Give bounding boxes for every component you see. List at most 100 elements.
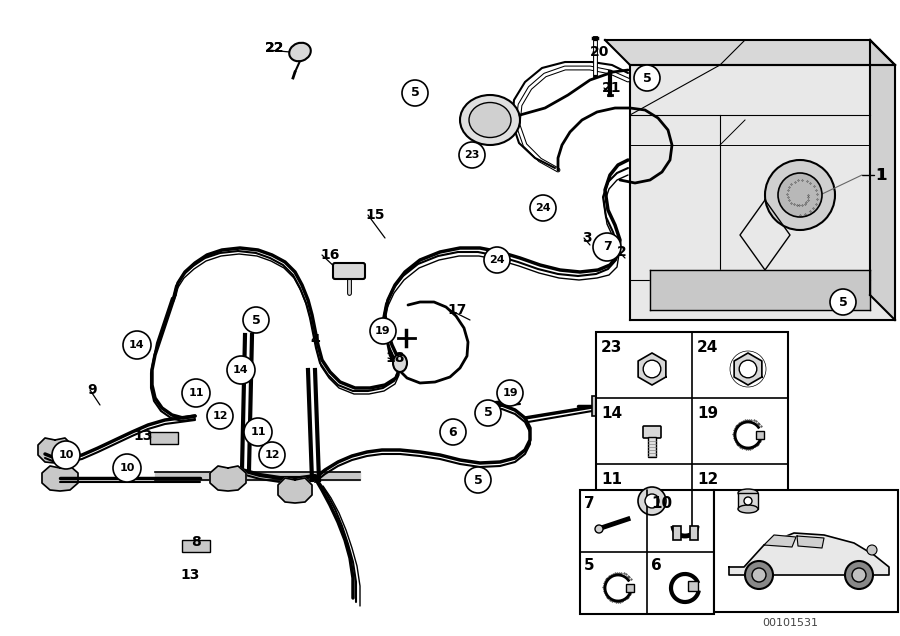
Bar [596, 332, 788, 530]
Circle shape [113, 454, 141, 482]
Text: 18: 18 [385, 351, 404, 365]
Text: 21: 21 [602, 81, 622, 95]
Text: 7: 7 [603, 240, 611, 254]
Bar [701, 395, 713, 417]
Text: 5: 5 [483, 406, 492, 420]
Text: 22: 22 [265, 41, 284, 55]
Circle shape [465, 467, 491, 493]
Circle shape [459, 142, 485, 168]
Circle shape [744, 497, 752, 505]
Circle shape [830, 289, 856, 315]
Circle shape [497, 380, 523, 406]
Circle shape [530, 195, 556, 221]
Circle shape [845, 561, 873, 589]
Bar [683, 396, 689, 416]
Circle shape [402, 80, 428, 106]
Text: 19: 19 [697, 406, 718, 421]
Text: 7: 7 [584, 496, 595, 511]
Text: 5: 5 [252, 314, 260, 326]
Bar [182, 540, 210, 552]
Text: 2: 2 [617, 245, 626, 259]
Polygon shape [764, 535, 796, 547]
Ellipse shape [289, 43, 310, 61]
Circle shape [852, 568, 866, 582]
Circle shape [765, 160, 835, 230]
Circle shape [259, 442, 285, 468]
Text: 6: 6 [449, 425, 457, 438]
Circle shape [440, 419, 466, 445]
Text: 5: 5 [643, 71, 652, 85]
Text: 17: 17 [447, 303, 466, 317]
Bar [756, 431, 764, 439]
Bar [592, 396, 598, 416]
Circle shape [867, 545, 877, 555]
Polygon shape [729, 533, 889, 575]
Bar [738, 493, 758, 509]
Polygon shape [278, 478, 312, 503]
Text: 13: 13 [180, 568, 200, 582]
Text: 20: 20 [590, 45, 609, 59]
Polygon shape [650, 270, 870, 310]
Circle shape [593, 233, 621, 261]
Text: 11: 11 [250, 427, 266, 437]
Text: 19: 19 [375, 326, 391, 336]
Polygon shape [155, 472, 360, 480]
Circle shape [645, 494, 659, 508]
Text: 10: 10 [120, 463, 135, 473]
Text: 1: 1 [876, 167, 886, 183]
Text: 1: 1 [875, 167, 886, 183]
Text: 14: 14 [601, 406, 622, 421]
Circle shape [207, 403, 233, 429]
Circle shape [634, 65, 660, 91]
Circle shape [244, 418, 272, 446]
Bar [673, 526, 681, 540]
Text: 15: 15 [365, 208, 384, 222]
Circle shape [227, 356, 255, 384]
Circle shape [739, 360, 757, 378]
Polygon shape [210, 466, 246, 491]
Text: 19: 19 [502, 388, 518, 398]
Circle shape [778, 173, 822, 217]
Text: 3: 3 [582, 231, 591, 245]
Polygon shape [638, 353, 666, 385]
FancyBboxPatch shape [643, 426, 661, 438]
Text: 16: 16 [320, 248, 339, 262]
Circle shape [595, 525, 603, 533]
Text: 11: 11 [188, 388, 203, 398]
Polygon shape [630, 65, 895, 320]
Text: 00101531: 00101531 [762, 618, 818, 628]
Text: 5: 5 [839, 296, 848, 308]
Text: 5: 5 [410, 86, 419, 99]
Text: 10: 10 [58, 450, 74, 460]
Text: 14: 14 [130, 340, 145, 350]
Text: 23: 23 [601, 340, 623, 355]
Text: 23: 23 [464, 150, 480, 160]
Ellipse shape [460, 95, 520, 145]
Polygon shape [38, 438, 72, 463]
Bar [688, 581, 698, 591]
Circle shape [752, 568, 766, 582]
Circle shape [644, 360, 661, 378]
Text: 14: 14 [233, 365, 248, 375]
Circle shape [243, 307, 269, 333]
Text: 24: 24 [536, 203, 551, 213]
Ellipse shape [393, 354, 407, 372]
Text: 9: 9 [87, 383, 96, 397]
Text: 6: 6 [651, 558, 661, 573]
Bar [626, 584, 634, 592]
Text: 13: 13 [133, 429, 152, 443]
Circle shape [484, 247, 510, 273]
Polygon shape [605, 40, 895, 65]
Circle shape [638, 487, 666, 515]
Ellipse shape [738, 505, 758, 513]
Text: 10: 10 [651, 496, 672, 511]
Polygon shape [734, 353, 762, 385]
Bar [598, 392, 683, 420]
Circle shape [475, 400, 501, 426]
Polygon shape [797, 536, 824, 548]
Bar [648, 437, 656, 457]
Text: 4: 4 [310, 333, 320, 347]
Circle shape [745, 561, 773, 589]
Polygon shape [870, 40, 895, 320]
Bar [714, 490, 898, 612]
